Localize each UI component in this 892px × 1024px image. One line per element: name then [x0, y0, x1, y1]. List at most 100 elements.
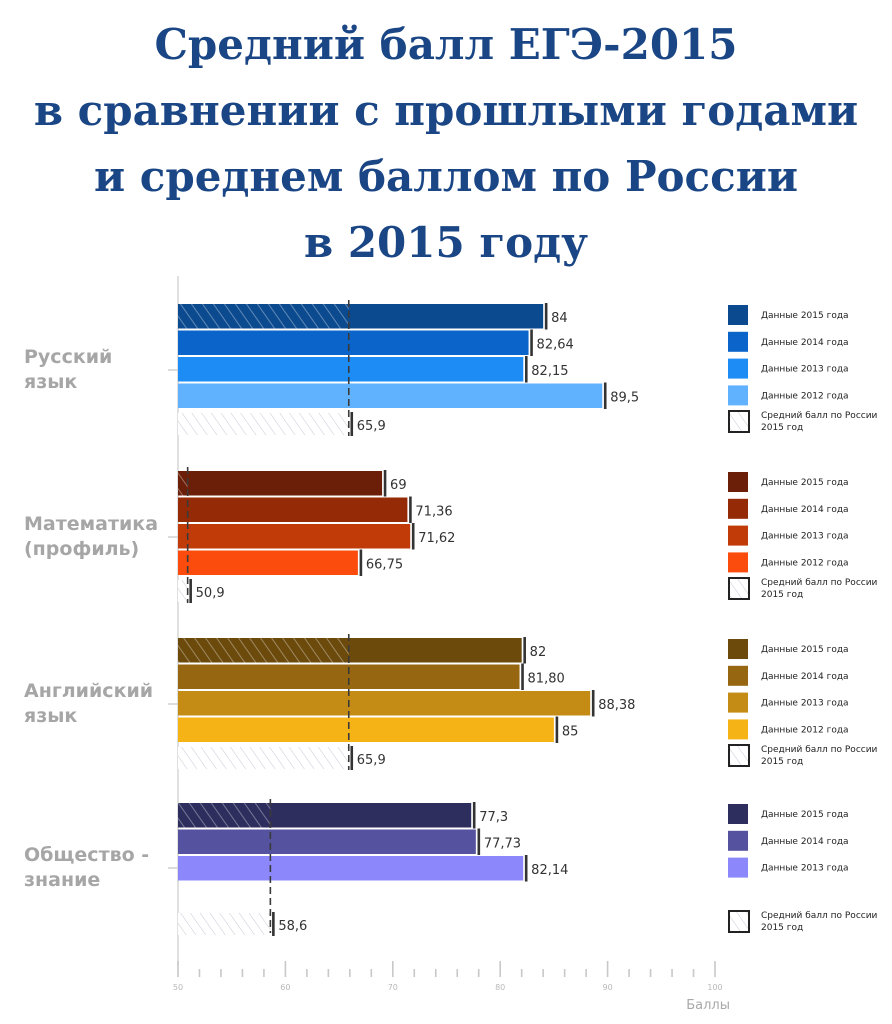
- russia-average-value-label: 65,9: [357, 753, 386, 768]
- legend-label: Данные 2014 года: [761, 505, 849, 515]
- plot-area: 50 60 70 80 90 100 Баллы Русский язык 84 82,64 82,1…: [24, 276, 878, 1013]
- russia-average-bar: [178, 413, 349, 435]
- bar-hatch-overlay: [178, 304, 349, 329]
- x-tick-label: 50: [173, 983, 183, 992]
- legend-label: Данные 2013 года: [761, 699, 849, 709]
- legend-label: Данные 2015 года: [761, 311, 849, 321]
- legend-swatch: [728, 639, 748, 659]
- bar: [178, 330, 529, 355]
- x-tick-label: 100: [707, 983, 722, 992]
- legend-label: Данные 2015 года: [761, 810, 849, 820]
- category-label-line-2: знание: [24, 869, 100, 891]
- legend-label: Данные 2012 года: [761, 558, 849, 568]
- category-label-line-2: язык: [24, 705, 77, 727]
- russia-average-value-label: 58,6: [278, 919, 307, 934]
- bar-value-label: 81,80: [528, 672, 565, 687]
- bar-value-label: 85: [562, 725, 579, 740]
- title-line-1: Средний балл ЕГЭ-2015: [154, 20, 738, 69]
- legend-swatch: [728, 552, 748, 573]
- bar: [178, 550, 358, 575]
- bar: [178, 524, 411, 549]
- bar: [178, 471, 383, 496]
- bar-value-label: 84: [551, 311, 568, 326]
- bar: [178, 497, 408, 522]
- legend-label: Средний балл по России: [761, 411, 878, 421]
- legend-label: Данные 2013 года: [761, 532, 849, 542]
- legend-label: Данные 2014 года: [761, 338, 849, 348]
- legend-label: 2015 год: [761, 423, 803, 433]
- legend-swatch: [728, 331, 748, 352]
- bar-value-label: 82,14: [531, 863, 568, 878]
- legend-label: Средний балл по России: [761, 578, 878, 588]
- russia-average-bar: [178, 580, 188, 602]
- bar-value-label: 77,73: [484, 837, 521, 852]
- bar-value-label: 71,62: [418, 531, 455, 546]
- legend-label: Данные 2013 года: [761, 365, 849, 375]
- bar-value-label: 82,15: [531, 364, 568, 379]
- legend-label: Данные 2015 года: [761, 478, 849, 488]
- x-tick-label: 70: [388, 983, 398, 992]
- legend-label: 2015 год: [761, 590, 803, 600]
- bar: [178, 357, 524, 382]
- legend-swatch: [728, 857, 748, 878]
- legend-swatch: [728, 385, 748, 406]
- legend-swatch: [728, 525, 748, 546]
- legend-label: Данные 2012 года: [761, 391, 849, 401]
- legend-swatch-russia-average: [728, 910, 750, 933]
- legend-label: Данные 2012 года: [761, 725, 849, 735]
- legend-swatch-russia-average: [728, 577, 750, 600]
- legend-swatch: [728, 804, 748, 824]
- category-label-line-2: (профиль): [24, 538, 139, 560]
- category-label-line-1: Русский: [24, 346, 112, 368]
- title-line-2: в сравнении с прошлыми годами: [33, 86, 859, 135]
- bar: [178, 717, 554, 742]
- category-label-line-1: Общество -: [24, 844, 149, 866]
- russia-average-value-label: 65,9: [357, 419, 386, 434]
- bar-value-label: 77,3: [479, 810, 508, 825]
- legend-swatch-russia-average: [728, 744, 750, 767]
- title-line-3: и среднем баллом по России: [94, 152, 798, 201]
- title-line-4: в 2015 году: [304, 218, 588, 267]
- legend-swatch: [728, 692, 748, 713]
- legend-label: Данные 2013 года: [761, 864, 849, 874]
- bar: [178, 829, 476, 854]
- legend-swatch: [728, 305, 748, 325]
- bar-value-label: 82,64: [537, 338, 574, 353]
- bar-value-label: 88,38: [598, 698, 635, 713]
- chart-title: Средний балл ЕГЭ-2015 в сравнении с прош…: [0, 12, 892, 276]
- bar-value-label: 71,36: [415, 505, 452, 520]
- legend-swatch: [728, 830, 748, 851]
- legend-swatch: [728, 358, 748, 379]
- bar-value-label: 82: [530, 645, 547, 660]
- bar: [178, 856, 524, 881]
- x-axis-title: Баллы: [686, 998, 730, 1013]
- category-label-line-2: язык: [24, 371, 77, 393]
- legend-label: Средний балл по России: [761, 911, 878, 921]
- legend-swatch: [728, 719, 748, 740]
- x-tick-label: 60: [280, 983, 290, 992]
- category-label-line-1: Математика: [24, 513, 158, 535]
- russia-average-bar: [178, 747, 349, 769]
- bar-hatch-overlay: [178, 638, 349, 663]
- legend-label: 2015 год: [761, 757, 803, 767]
- bar: [178, 691, 591, 716]
- legend-label: 2015 год: [761, 923, 803, 933]
- legend-label: Данные 2014 года: [761, 672, 849, 682]
- bar-hatch-overlay: [178, 803, 271, 828]
- russia-average-value-label: 50,9: [196, 586, 225, 601]
- legend-swatch: [728, 498, 748, 519]
- x-tick-label: 90: [603, 983, 613, 992]
- legend-label: Данные 2014 года: [761, 837, 849, 847]
- bar-value-label: 66,75: [366, 558, 403, 573]
- legend-label: Средний балл по России: [761, 745, 878, 755]
- legend-swatch: [728, 472, 748, 492]
- legend-swatch-russia-average: [728, 410, 750, 433]
- bar-value-label: 69: [390, 478, 407, 493]
- x-tick-label: 80: [495, 983, 505, 992]
- bar: [178, 383, 603, 408]
- bar-value-label: 89,5: [610, 391, 639, 406]
- bar-hatch-overlay: [178, 471, 188, 496]
- legend-label: Данные 2015 года: [761, 645, 849, 655]
- category-label-line-1: Английский: [24, 680, 153, 702]
